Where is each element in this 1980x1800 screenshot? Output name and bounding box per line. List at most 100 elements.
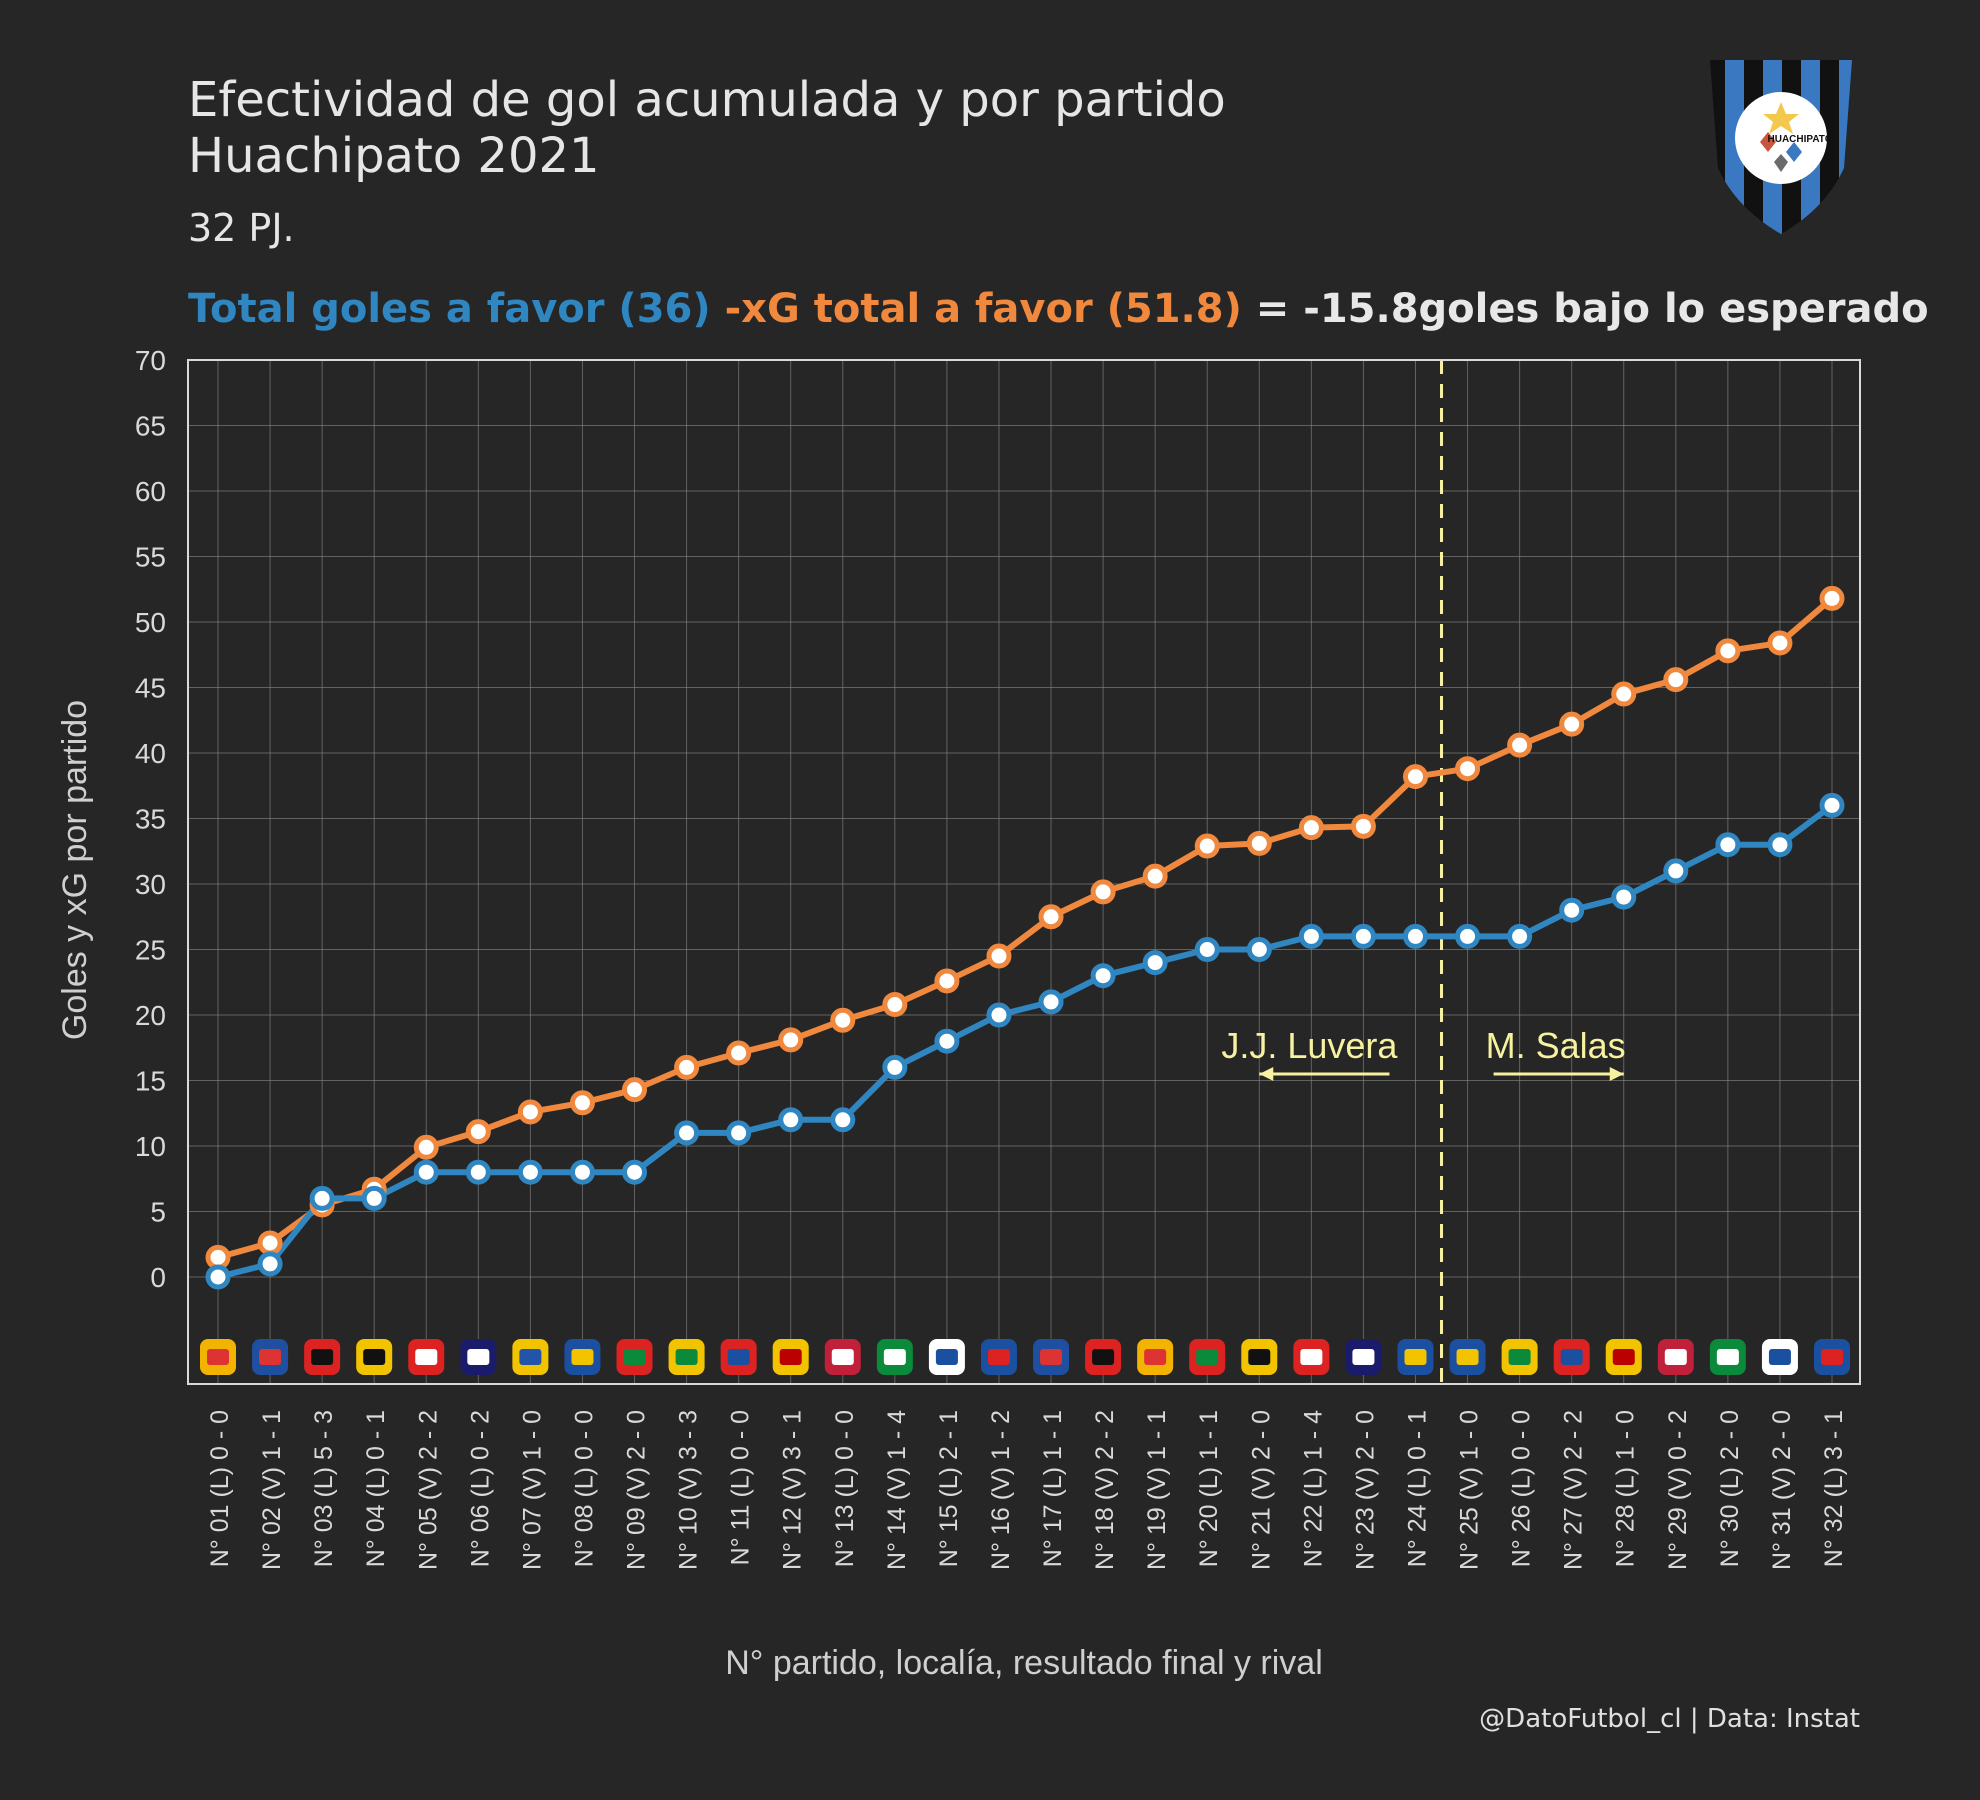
summary-goals: Total goles a favor (36) — [188, 286, 711, 332]
x-tick-label: N° 10 (V) 3 - 3 — [675, 1410, 703, 1570]
x-tick-label: N° 17 (L) 1 - 1 — [1039, 1410, 1067, 1567]
annotation-label: J.J. Luvera — [1221, 1025, 1398, 1066]
rival-badge-inner — [1560, 1349, 1583, 1365]
title-line-2: Huachipato 2021 — [188, 128, 600, 184]
rival-badge-inner — [571, 1349, 594, 1365]
rival-badge-inner — [727, 1349, 750, 1365]
logo-text: HUACHIPATO — [1768, 134, 1833, 145]
x-tick-label: N° 29 (V) 0 - 2 — [1664, 1410, 1692, 1570]
data-point-goals — [1715, 832, 1741, 858]
x-tick-label: N° 23 (V) 2 - 0 — [1351, 1410, 1379, 1570]
data-point-goals — [882, 1054, 908, 1080]
data-point-xg — [1611, 681, 1637, 707]
rival-badge-inner — [1716, 1349, 1739, 1365]
rival-badge-inner — [519, 1349, 542, 1365]
x-tick-label: N° 14 (V) 1 - 4 — [883, 1410, 911, 1570]
data-point-goals — [413, 1159, 439, 1185]
data-point-goals — [674, 1120, 700, 1146]
x-tick-label: N° 24 (L) 0 - 1 — [1403, 1410, 1431, 1567]
data-point-xg — [1038, 904, 1064, 930]
data-point-goals — [1663, 858, 1689, 884]
data-point-goals — [1507, 923, 1533, 949]
data-point-xg — [830, 1007, 856, 1033]
data-point-xg — [1455, 756, 1481, 782]
data-point-xg — [1246, 830, 1272, 856]
data-point-goals — [1142, 950, 1168, 976]
data-point-xg — [934, 968, 960, 994]
data-point-xg — [465, 1119, 491, 1145]
x-tick-label: N° 13 (L) 0 - 0 — [831, 1410, 859, 1567]
x-tick-label: N° 08 (L) 0 - 0 — [570, 1410, 598, 1567]
rival-badge-inner — [1040, 1349, 1063, 1365]
data-point-goals — [1611, 884, 1637, 910]
data-point-xg — [1298, 815, 1324, 841]
data-point-goals — [205, 1264, 231, 1290]
annotation-label: M. Salas — [1486, 1025, 1626, 1066]
y-tick-label: 20 — [135, 1000, 166, 1031]
rival-badge-inner — [1092, 1349, 1115, 1365]
data-point-goals — [1819, 792, 1845, 818]
logo-diamond-icon — [1760, 132, 1776, 152]
rival-badge-inner — [1144, 1349, 1167, 1365]
y-tick-label: 60 — [135, 476, 166, 507]
arrow-head-icon — [1609, 1066, 1624, 1081]
x-tick-label: N° 16 (V) 1 - 2 — [987, 1410, 1015, 1570]
rival-badges — [200, 1339, 1850, 1375]
goals-summary: Total goles a favor (36) -xG total a fav… — [188, 286, 1929, 332]
y-axis-ticks: 0 5 10 15 20 25 30 35 40 45 50 55 60 65 70 — [135, 345, 166, 1293]
huachipato-logo: HUACHIPATO — [1710, 60, 1852, 234]
data-point-goals — [1402, 923, 1428, 949]
rival-badge-inner — [1404, 1349, 1427, 1365]
data-point-xg — [1194, 833, 1220, 859]
x-tick-label: N° 27 (V) 2 - 2 — [1560, 1410, 1588, 1570]
data-point-xg — [413, 1134, 439, 1160]
series-lines — [217, 596, 1834, 1280]
x-tick-label: N° 02 (V) 1 - 1 — [258, 1410, 286, 1570]
rival-badge-inner — [1768, 1349, 1791, 1365]
logo-star-icon — [1763, 102, 1799, 134]
data-point-goals — [934, 1028, 960, 1054]
data-point-goals — [1298, 923, 1324, 949]
x-tick-label: N° 06 (L) 0 - 2 — [466, 1410, 494, 1567]
x-tick-label: N° 18 (V) 2 - 2 — [1091, 1410, 1119, 1570]
x-tick-label: N° 04 (L) 0 - 1 — [362, 1410, 390, 1567]
data-point-goals — [986, 1002, 1012, 1028]
summary-xg: -xG total a favor (51.8) — [710, 286, 1242, 332]
x-axis-ticks: N° 01 (L) 0 - 0 N° 02 (V) 1 - 1 N° 03 (L) … — [206, 1410, 1848, 1570]
y-tick-label: 25 — [135, 935, 166, 966]
y-tick-label: 65 — [135, 411, 166, 442]
data-point-xg — [778, 1027, 804, 1053]
data-point-xg — [569, 1090, 595, 1116]
rival-badge-inner — [987, 1349, 1010, 1365]
data-point-xg — [205, 1244, 231, 1270]
rival-badge-inner — [831, 1349, 854, 1365]
data-point-xg — [1819, 585, 1845, 611]
rival-badge-inner — [259, 1349, 282, 1365]
arrow-head-icon — [1259, 1066, 1274, 1081]
data-point-xg — [1090, 879, 1116, 905]
data-point-xg — [882, 992, 908, 1018]
rival-badge-inner — [623, 1349, 646, 1365]
data-point-goals — [517, 1159, 543, 1185]
x-axis-label: N° partido, localía, resultado final y r… — [725, 1644, 1323, 1682]
data-point-xg — [1559, 711, 1585, 737]
y-axis-label: Goles y xG por partido — [56, 700, 94, 1040]
data-point-xg — [1767, 630, 1793, 656]
x-tick-label: N° 32 (L) 3 - 1 — [1820, 1410, 1848, 1567]
x-tick-label: N° 11 (L) 0 - 0 — [727, 1410, 755, 1565]
rival-badge-inner — [467, 1349, 490, 1365]
data-point-xg — [726, 1040, 752, 1066]
data-point-goals — [1194, 937, 1220, 962]
coach-annotations: J.J. Luvera M. Salas — [1221, 1025, 1626, 1081]
data-point-xg — [622, 1077, 648, 1103]
y-tick-label: 40 — [135, 738, 166, 769]
logo-diamond-icon — [1774, 154, 1788, 172]
data-point-goals — [1350, 923, 1376, 949]
rival-badge-inner — [1821, 1349, 1843, 1365]
x-tick-label: N° 26 (L) 0 - 0 — [1508, 1410, 1536, 1567]
title-line-1: Efectividad de gol acumulada y por parti… — [188, 72, 1226, 128]
rival-badge-inner — [311, 1349, 334, 1365]
data-point-xg — [1715, 638, 1741, 664]
data-point-xg — [1663, 667, 1689, 693]
